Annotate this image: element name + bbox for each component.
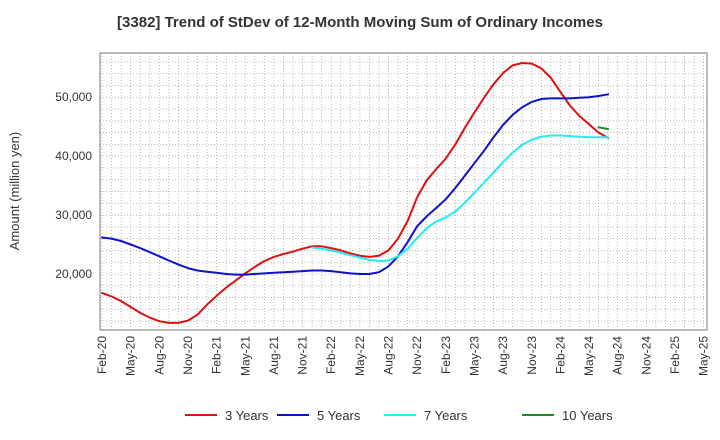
- x-tick-label: Aug-21: [267, 336, 281, 375]
- x-tick-label: May-21: [238, 336, 252, 376]
- y-tick-label: 40,000: [55, 149, 92, 163]
- x-tick-label: Feb-24: [553, 336, 567, 374]
- legend-label-3-years: 3 Years: [225, 408, 269, 423]
- y-tick-label: 30,000: [55, 208, 92, 222]
- series-line-10-years: [597, 126, 610, 130]
- x-tick-label: Nov-23: [525, 336, 539, 375]
- x-axis-ticks: Feb-20 May-20 Aug-20 Nov-20 Feb-21 May-21 Aug-…: [95, 336, 711, 376]
- legend-label-10-years: 10 Years: [562, 408, 613, 423]
- x-tick-label: May-23: [467, 336, 481, 376]
- x-tick-label: May-20: [124, 336, 138, 376]
- x-tick-label: Aug-23: [496, 336, 510, 375]
- series-line-7-years: [311, 134, 610, 262]
- x-tick-label: Feb-25: [668, 336, 682, 374]
- x-tick-label: Feb-22: [324, 336, 338, 374]
- x-tick-label: Nov-24: [639, 336, 653, 375]
- y-axis-ticks: 20,000 30,000 40,000 50,000: [55, 90, 92, 281]
- series-lines: [101, 62, 610, 324]
- x-tick-label: Feb-23: [439, 336, 453, 374]
- plot-frame: [99, 52, 708, 331]
- x-tick-label: Nov-20: [181, 336, 195, 375]
- series-line-5-years: [101, 93, 610, 276]
- x-tick-label: Aug-22: [382, 336, 396, 375]
- legend-label-7-years: 7 Years: [424, 408, 468, 423]
- y-axis-title: Amount (million yen): [7, 132, 22, 251]
- x-tick-label: Feb-20: [95, 336, 109, 374]
- x-tick-label: May-25: [697, 336, 711, 376]
- x-tick-label: Aug-20: [152, 336, 166, 375]
- x-tick-label: Feb-21: [210, 336, 224, 374]
- chart-title: [3382] Trend of StDev of 12-Month Moving…: [117, 14, 603, 31]
- series-line-3-years: [101, 62, 610, 324]
- legend: 3 Years 5 Years 7 Years 10 Years: [185, 408, 613, 423]
- x-tick-label: May-22: [353, 336, 367, 376]
- x-tick-label: Nov-22: [410, 336, 424, 375]
- x-tick-label: May-24: [582, 336, 596, 376]
- y-tick-label: 20,000: [55, 267, 92, 281]
- legend-label-5-years: 5 Years: [317, 408, 361, 423]
- y-tick-label: 50,000: [55, 90, 92, 104]
- x-tick-label: Nov-21: [296, 336, 310, 375]
- x-tick-label: Aug-24: [611, 336, 625, 375]
